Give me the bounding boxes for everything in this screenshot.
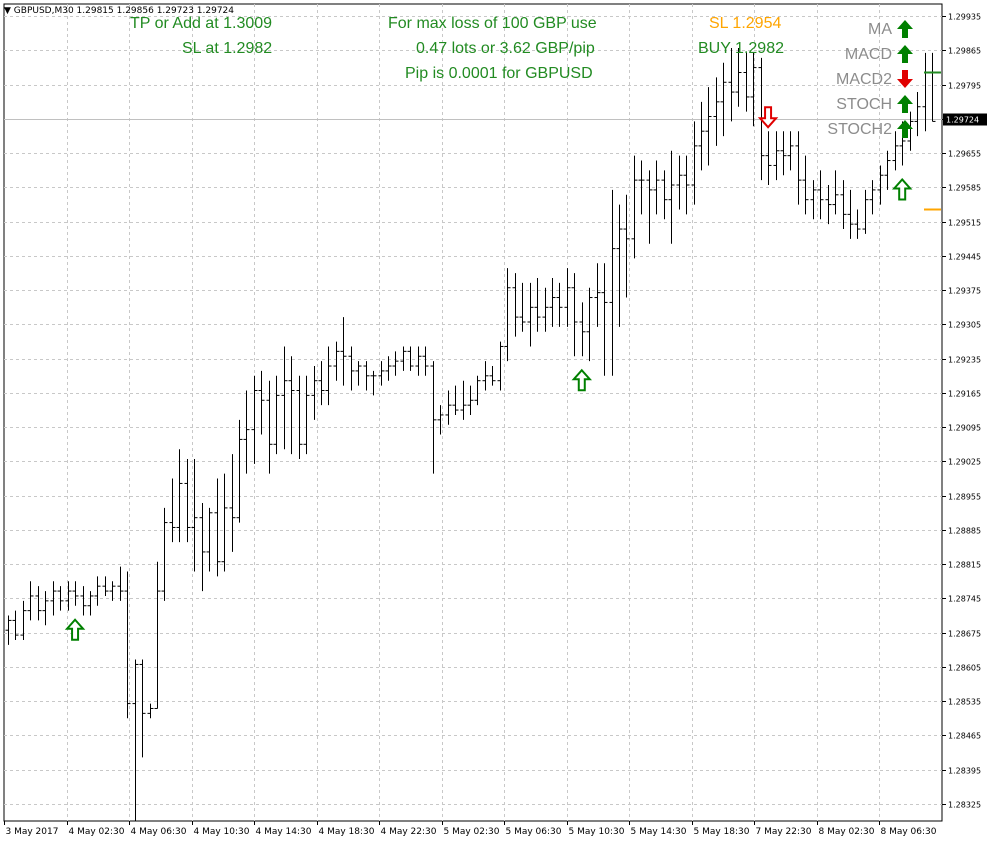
y-tick-label: 1.28745 bbox=[948, 595, 981, 604]
collapse-triangle-icon[interactable]: ▼ bbox=[4, 6, 11, 16]
buy-signal-arrow-icon bbox=[891, 177, 913, 201]
y-tick-label: 1.29375 bbox=[948, 287, 981, 296]
y-tick-label: 1.28955 bbox=[948, 493, 981, 502]
x-tick-label: 4 May 10:30 bbox=[194, 827, 250, 837]
y-tick-label: 1.29865 bbox=[948, 47, 981, 56]
x-tick-label: 4 May 18:30 bbox=[319, 827, 375, 837]
x-tick-label: 5 May 10:30 bbox=[569, 827, 625, 837]
plot-frame bbox=[3, 3, 943, 822]
y-tick-label: 1.28535 bbox=[948, 698, 981, 707]
y-tick-label: 1.28395 bbox=[948, 767, 981, 776]
sl-right-text: SL 1.2954 bbox=[709, 15, 782, 32]
symbol-info-bar: ▼ GBPUSD,M30 1.29815 1.29856 1.29723 1.2… bbox=[4, 6, 234, 16]
y-tick-label: 1.28885 bbox=[948, 527, 981, 536]
x-tick-label: 5 May 06:30 bbox=[506, 827, 562, 837]
indicator-label-macd: MACD bbox=[844, 46, 892, 63]
x-tick-label: 8 May 06:30 bbox=[881, 827, 937, 837]
indicator-label-stoch: STOCH bbox=[836, 96, 892, 113]
tp-text: TP or Add at 1.3009 bbox=[130, 15, 273, 32]
indicator-label-ma: MA bbox=[868, 21, 892, 38]
pip-text: Pip is 0.0001 for GBPUSD bbox=[405, 65, 593, 82]
y-tick-label: 1.29935 bbox=[948, 13, 981, 22]
indicator-up-arrow-icon bbox=[897, 95, 913, 113]
current-price-label-box bbox=[943, 113, 987, 126]
y-tick-label: 1.28325 bbox=[948, 801, 981, 810]
buy-signal-arrow-icon bbox=[64, 618, 86, 641]
x-tick-label: 7 May 22:30 bbox=[756, 827, 812, 837]
max-loss-text: For max loss of 100 GBP use bbox=[388, 15, 597, 32]
lots-text: 0.47 lots or 3.62 GBP/pip bbox=[416, 40, 595, 57]
indicator-label-macd2: MACD2 bbox=[835, 71, 892, 88]
y-tick-label: 1.28465 bbox=[948, 732, 981, 741]
y-tick-label: 1.29515 bbox=[948, 219, 981, 228]
y-tick-label: 1.28815 bbox=[948, 561, 981, 570]
indicator-up-arrow-icon bbox=[897, 45, 913, 63]
x-tick-label: 4 May 22:30 bbox=[381, 827, 437, 837]
y-tick-label: 1.29235 bbox=[948, 356, 981, 365]
x-tick-label: 5 May 02:30 bbox=[444, 827, 500, 837]
x-tick-label: 3 May 2017 bbox=[6, 827, 59, 837]
y-tick-label: 1.29795 bbox=[948, 82, 981, 91]
indicator-label-stoch2: STOCH2 bbox=[827, 121, 892, 138]
x-tick-label: 8 May 02:30 bbox=[819, 827, 875, 837]
current-price-label: 1.29724 bbox=[946, 116, 979, 125]
y-tick-label: 1.29095 bbox=[948, 424, 981, 433]
sl-text: SL at 1.2982 bbox=[182, 40, 273, 57]
y-tick-label: 1.29585 bbox=[948, 184, 981, 193]
x-tick-label: 4 May 06:30 bbox=[131, 827, 187, 837]
y-tick-label: 1.29305 bbox=[948, 321, 981, 330]
y-tick-label: 1.28605 bbox=[948, 664, 981, 673]
y-tick-label: 1.29445 bbox=[948, 253, 981, 262]
y-tick-label: 1.28675 bbox=[948, 630, 981, 639]
x-tick-label: 4 May 14:30 bbox=[256, 827, 312, 837]
symbol-info-text: GBPUSD,M30 1.29815 1.29856 1.29723 1.297… bbox=[13, 6, 234, 16]
x-tick-label: 4 May 02:30 bbox=[69, 827, 125, 837]
buy-right-text: BUY 1.2982 bbox=[698, 40, 784, 57]
sell-signal-arrow-icon bbox=[757, 106, 779, 129]
indicator-up-arrow-icon bbox=[897, 20, 913, 38]
x-tick-label: 5 May 18:30 bbox=[694, 827, 750, 837]
indicator-down-arrow-icon bbox=[897, 70, 913, 88]
buy-signal-arrow-icon bbox=[571, 368, 593, 392]
y-tick-label: 1.29025 bbox=[948, 458, 981, 467]
indicator-up-arrow-icon bbox=[897, 120, 913, 138]
x-tick-label: 5 May 14:30 bbox=[631, 827, 687, 837]
y-tick-label: 1.29165 bbox=[948, 390, 981, 399]
y-tick-label: 1.29655 bbox=[948, 150, 981, 159]
